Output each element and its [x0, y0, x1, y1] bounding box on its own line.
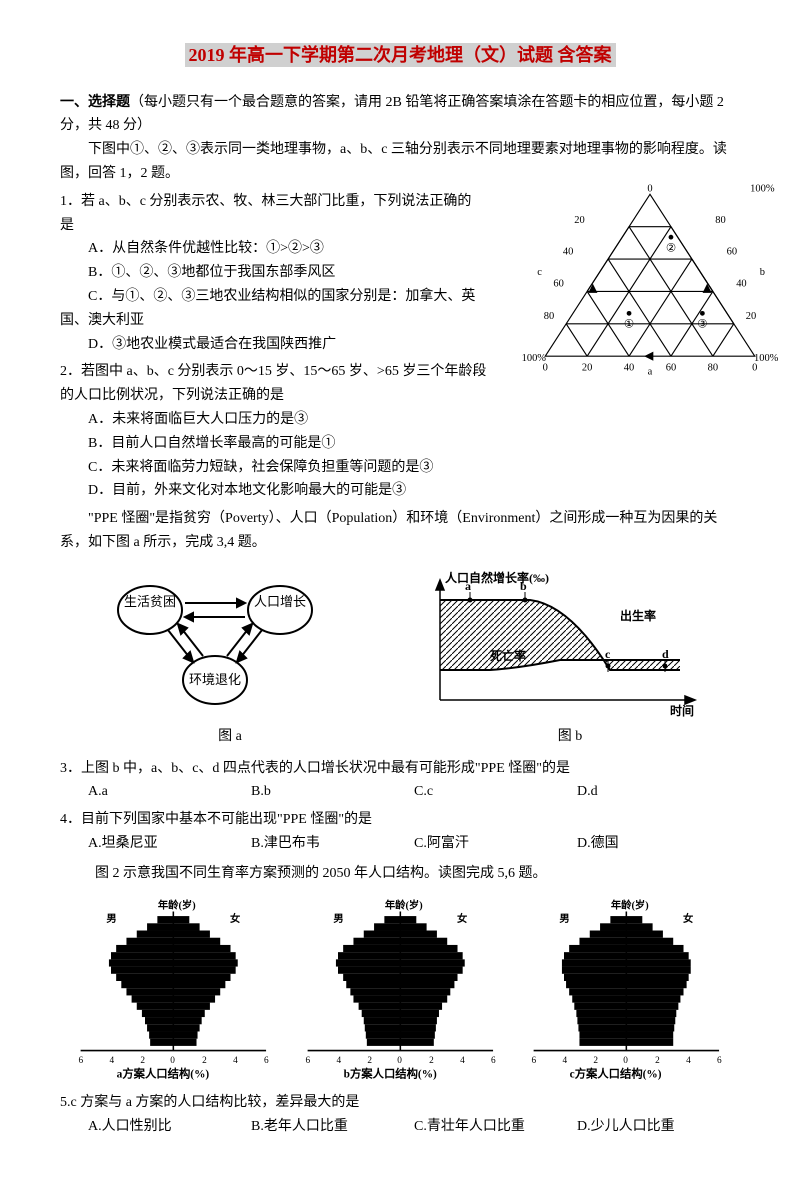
svg-text:b方案人口结构(%): b方案人口结构(%): [343, 1066, 436, 1080]
pyramid-a: 年龄(岁) 男 女 6 4 2 0 2 4 6 a方案人口结构(%): [60, 896, 287, 1081]
svg-text:2: 2: [656, 1055, 661, 1065]
svg-text:0: 0: [170, 1055, 175, 1065]
svg-text:c: c: [605, 647, 611, 661]
svg-text:d: d: [662, 647, 669, 661]
svg-text:4: 4: [336, 1055, 341, 1065]
q5-stem: 5.c 方案与 a 方案的人口结构比较，差异最大的是: [60, 1091, 740, 1115]
svg-text:人口自然增长率(‰): 人口自然增长率(‰): [445, 570, 549, 585]
svg-text:40: 40: [736, 278, 746, 289]
ppe-intro: "PPE 怪圈"是指贫穷（Poverty）、人口（Population）和环境（…: [60, 507, 740, 555]
svg-text:0: 0: [647, 183, 652, 194]
page-title: 2019 年高一下学期第二次月考地理（文）试题 含答案: [60, 40, 740, 71]
svg-text:c方案人口结构(%): c方案人口结构(%): [570, 1066, 662, 1080]
svg-text:40: 40: [624, 362, 634, 373]
svg-text:40: 40: [563, 246, 573, 257]
figure-labels: 图 a 图 b: [60, 725, 740, 749]
svg-text:年龄(岁): 年龄(岁): [385, 898, 423, 911]
svg-text:100%: 100%: [754, 353, 779, 364]
q4-stem: 4．目前下列国家中基本不可能出现"PPE 怪圈"的是: [60, 808, 740, 832]
svg-text:4: 4: [109, 1055, 114, 1065]
triangle-diagram: 0 100% c b a 100% 100% 00 20406080 80604…: [520, 180, 780, 380]
svg-text:20: 20: [746, 311, 756, 322]
svg-text:0: 0: [543, 362, 548, 373]
q4-options: A.坦桑尼亚B.津巴布韦C.阿富汗D.德国: [60, 832, 740, 856]
q2-optA: A．未来将面临巨大人口压力的是③: [60, 408, 740, 432]
svg-text:男: 男: [333, 912, 343, 924]
intro-q12: 下图中①、②、③表示同一类地理事物，a、b、c 三轴分别表示不同地理要素对地理事…: [60, 138, 740, 186]
svg-text:年龄(岁): 年龄(岁): [611, 898, 649, 911]
svg-text:6: 6: [264, 1055, 269, 1065]
svg-text:环境退化: 环境退化: [189, 672, 241, 687]
svg-text:80: 80: [544, 311, 554, 322]
svg-text:出生率: 出生率: [620, 608, 656, 623]
q2-optB: B．目前人口自然增长率最高的可能是①: [60, 432, 740, 456]
q3-stem: 3．上图 b 中，a、b、c、d 四点代表的人口增长状况中最有可能形成"PPE …: [60, 757, 740, 781]
svg-text:女: 女: [683, 911, 693, 924]
q1-stem: 1．若 a、b、c 分别表示农、牧、林三大部门比重，下列说法正确的是: [60, 190, 480, 238]
svg-text:时间: 时间: [670, 703, 694, 718]
q2-optD: D．目前，外来文化对本地文化影响最大的可能是③: [60, 479, 740, 503]
svg-text:100%: 100%: [750, 183, 775, 194]
pyramid-intro: 图 2 示意我国不同生育率方案预测的 2050 年人口结构。读图完成 5,6 题…: [60, 862, 740, 886]
svg-text:6: 6: [79, 1055, 84, 1065]
svg-text:2: 2: [202, 1055, 207, 1065]
svg-text:80: 80: [708, 362, 718, 373]
q2-optC: C．未来将面临劳力短缺，社会保障负担重等问题的是③: [60, 456, 740, 480]
svg-text:6: 6: [305, 1055, 310, 1065]
svg-text:4: 4: [563, 1055, 568, 1065]
svg-text:20: 20: [574, 215, 584, 226]
svg-text:b: b: [760, 267, 765, 278]
svg-text:6: 6: [532, 1055, 537, 1065]
svg-text:人口增长: 人口增长: [254, 594, 306, 609]
svg-text:女: 女: [230, 911, 240, 924]
svg-text:①: ①: [624, 318, 634, 330]
svg-text:80: 80: [715, 215, 725, 226]
svg-text:2: 2: [429, 1055, 434, 1065]
svg-text:0: 0: [624, 1055, 629, 1065]
q1-optC: C．与①、②、③三地农业结构相似的国家分别是：加拿大、英国、澳大利亚: [60, 285, 500, 333]
svg-text:③: ③: [697, 318, 707, 330]
svg-text:60: 60: [727, 246, 737, 257]
svg-text:年龄(岁): 年龄(岁): [158, 898, 196, 911]
svg-text:a方案人口结构(%): a方案人口结构(%): [117, 1066, 210, 1080]
pyramid-row: 年龄(岁) 男 女 6 4 2 0 2 4 6 a方案人口结构(%) 年龄(岁) 男 女: [60, 896, 740, 1081]
svg-text:0: 0: [752, 362, 757, 373]
svg-text:男: 男: [106, 912, 116, 924]
figure-row-ab: 生活贫困 人口增长 环境退化 ab cd: [60, 570, 740, 720]
svg-text:6: 6: [717, 1055, 722, 1065]
section-header: 一、选择题（每小题只有一个最合题意的答案，请用 2B 铅笔将正确答案填涂在答题卡…: [60, 91, 740, 139]
figure-a: 生活贫困 人口增长 环境退化: [90, 570, 350, 720]
svg-text:生活贫困: 生活贫困: [124, 594, 176, 609]
svg-text:2: 2: [594, 1055, 599, 1065]
svg-text:2: 2: [140, 1055, 145, 1065]
q2-stem: 2．若图中 a、b、c 分别表示 0～15 岁、15～65 岁、>65 岁三个年…: [60, 360, 500, 408]
svg-text:4: 4: [460, 1055, 465, 1065]
pyramid-c: 年龄(岁) 男 女 6 4 2 0 2 4 6 c方案人口结构(%): [513, 896, 740, 1081]
svg-text:6: 6: [491, 1055, 496, 1065]
svg-text:a: a: [648, 366, 653, 377]
svg-text:4: 4: [686, 1055, 691, 1065]
q3-options: A.aB.bC.cD.d: [60, 780, 740, 804]
svg-text:c: c: [537, 267, 542, 278]
svg-text:2: 2: [367, 1055, 372, 1065]
figure-b: ab cd 人口自然增长率(‰) 时间 出生率 死亡率: [410, 570, 710, 720]
svg-text:0: 0: [397, 1055, 402, 1065]
q5-options: A.人口性别比B.老年人口比重C.青壮年人口比重D.少儿人口比重: [60, 1115, 740, 1139]
svg-text:60: 60: [553, 278, 563, 289]
svg-text:死亡率: 死亡率: [490, 648, 526, 663]
svg-text:4: 4: [233, 1055, 238, 1065]
svg-text:20: 20: [582, 362, 592, 373]
svg-text:男: 男: [560, 912, 570, 924]
svg-text:60: 60: [666, 362, 676, 373]
svg-text:②: ②: [666, 242, 676, 254]
pyramid-b: 年龄(岁) 男 女 6 4 2 0 2 4 6 b方案人口结构(%): [287, 896, 514, 1081]
svg-text:女: 女: [457, 911, 467, 924]
